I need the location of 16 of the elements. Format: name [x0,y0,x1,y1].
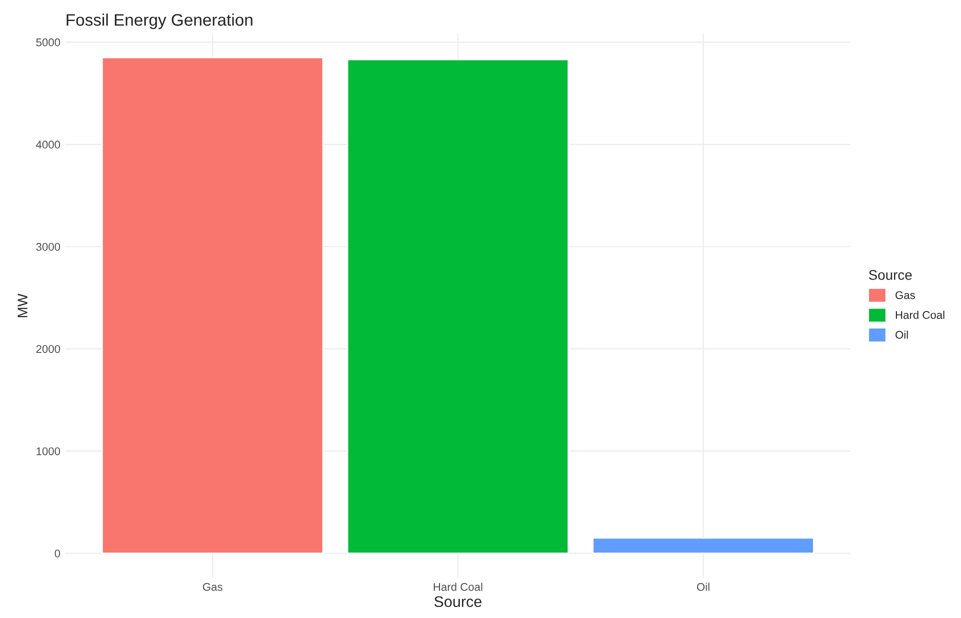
y-tick-label: 0 [54,550,60,558]
y-tick-label: 1000 [36,447,60,456]
legend-label: Gas [896,291,915,300]
legend-title: Source [868,270,912,280]
y-tick-label: 4000 [36,140,60,149]
x-tick-label: Hard Coal [434,582,482,591]
x-axis-title: Source [434,596,482,608]
y-tick-label: 2000 [36,345,60,353]
x-tick-label: Gas [202,582,222,591]
legend-label: Hard Coal [896,310,944,319]
y-axis-title: MW [18,294,28,318]
legend-label: Oil [896,330,908,339]
y-tick-label: 5000 [36,38,60,46]
x-tick-label: Oil [697,582,710,591]
y-tick-label: 3000 [36,242,60,251]
chart-title: Fossil Energy Generation [66,14,252,30]
